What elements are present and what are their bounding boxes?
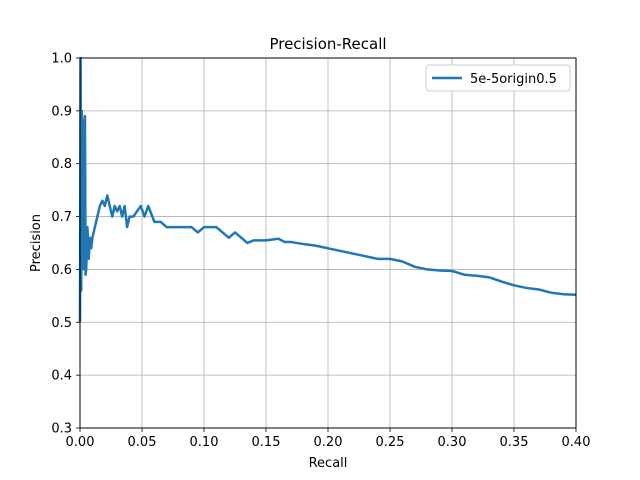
series-line — [78, 56, 577, 323]
y-tick-label: 0.5 — [51, 316, 72, 331]
y-tick-label: 0.4 — [51, 369, 72, 384]
x-tick-label: 0.35 — [500, 435, 529, 450]
x-tick-label: 0.10 — [190, 435, 219, 450]
series-layer — [78, 56, 577, 323]
x-tick-label: 0.20 — [314, 435, 343, 450]
y-axis-label: Precision — [29, 214, 44, 272]
x-axis-label: Recall — [309, 456, 348, 471]
y-tick-label: 1.0 — [51, 52, 72, 67]
x-tick-label: 0.15 — [252, 435, 281, 450]
x-tick-label: 0.25 — [376, 435, 405, 450]
y-tick-label: 0.8 — [51, 157, 72, 172]
x-tick-label: 0.00 — [66, 435, 95, 450]
legend-label: 5e-5origin0.5 — [470, 72, 557, 87]
y-tick-label: 0.6 — [51, 263, 72, 278]
y-tick-label: 0.9 — [51, 104, 72, 119]
y-tick-label: 0.7 — [51, 210, 72, 225]
axis-ticks: 0.00 0.05 0.10 0.15 0.20 0.25 0.30 0.35 0.40 0.3 0… — [51, 52, 590, 451]
plot-frame — [79, 57, 577, 429]
legend: 5e-5origin0.5 — [425, 64, 571, 92]
y-tick-label: 0.3 — [51, 422, 72, 437]
x-tick-label: 0.30 — [438, 435, 467, 450]
legend-box — [425, 64, 571, 92]
x-tick-label: 0.05 — [128, 435, 157, 450]
x-tick-label: 0.40 — [562, 435, 591, 450]
chart-title: Precision-Recall — [269, 35, 386, 53]
